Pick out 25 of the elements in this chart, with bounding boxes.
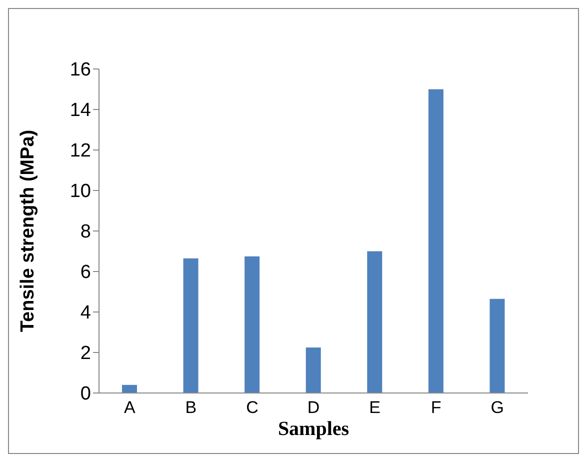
y-tick-label: 8 <box>80 222 91 243</box>
y-tick-label: 16 <box>70 60 91 81</box>
y-tick-label: 2 <box>80 343 91 364</box>
x-tick-label: G <box>490 398 504 418</box>
bar <box>122 384 137 393</box>
bar <box>490 298 505 393</box>
x-tick-label: B <box>185 398 197 418</box>
y-axis-title: Tensile strength (MPa) <box>18 130 39 332</box>
y-tick-label: 12 <box>70 140 91 162</box>
bar <box>244 256 260 393</box>
y-tick-label: 4 <box>80 302 92 324</box>
bar <box>367 251 382 393</box>
x-tick-label: E <box>369 398 380 418</box>
x-axis-title: Samples <box>278 418 350 440</box>
x-tick-label: A <box>124 398 136 418</box>
bar <box>428 89 444 393</box>
bar <box>183 258 198 393</box>
x-tick-label: C <box>246 398 258 418</box>
x-tick-label: F <box>430 398 442 418</box>
bar <box>306 347 321 393</box>
y-tick-label: 0 <box>80 384 91 405</box>
y-tick-label: 6 <box>80 262 91 284</box>
y-tick-label: 14 <box>70 100 92 122</box>
x-tick-label: D <box>307 398 320 418</box>
y-tick-label: 10 <box>70 181 91 202</box>
